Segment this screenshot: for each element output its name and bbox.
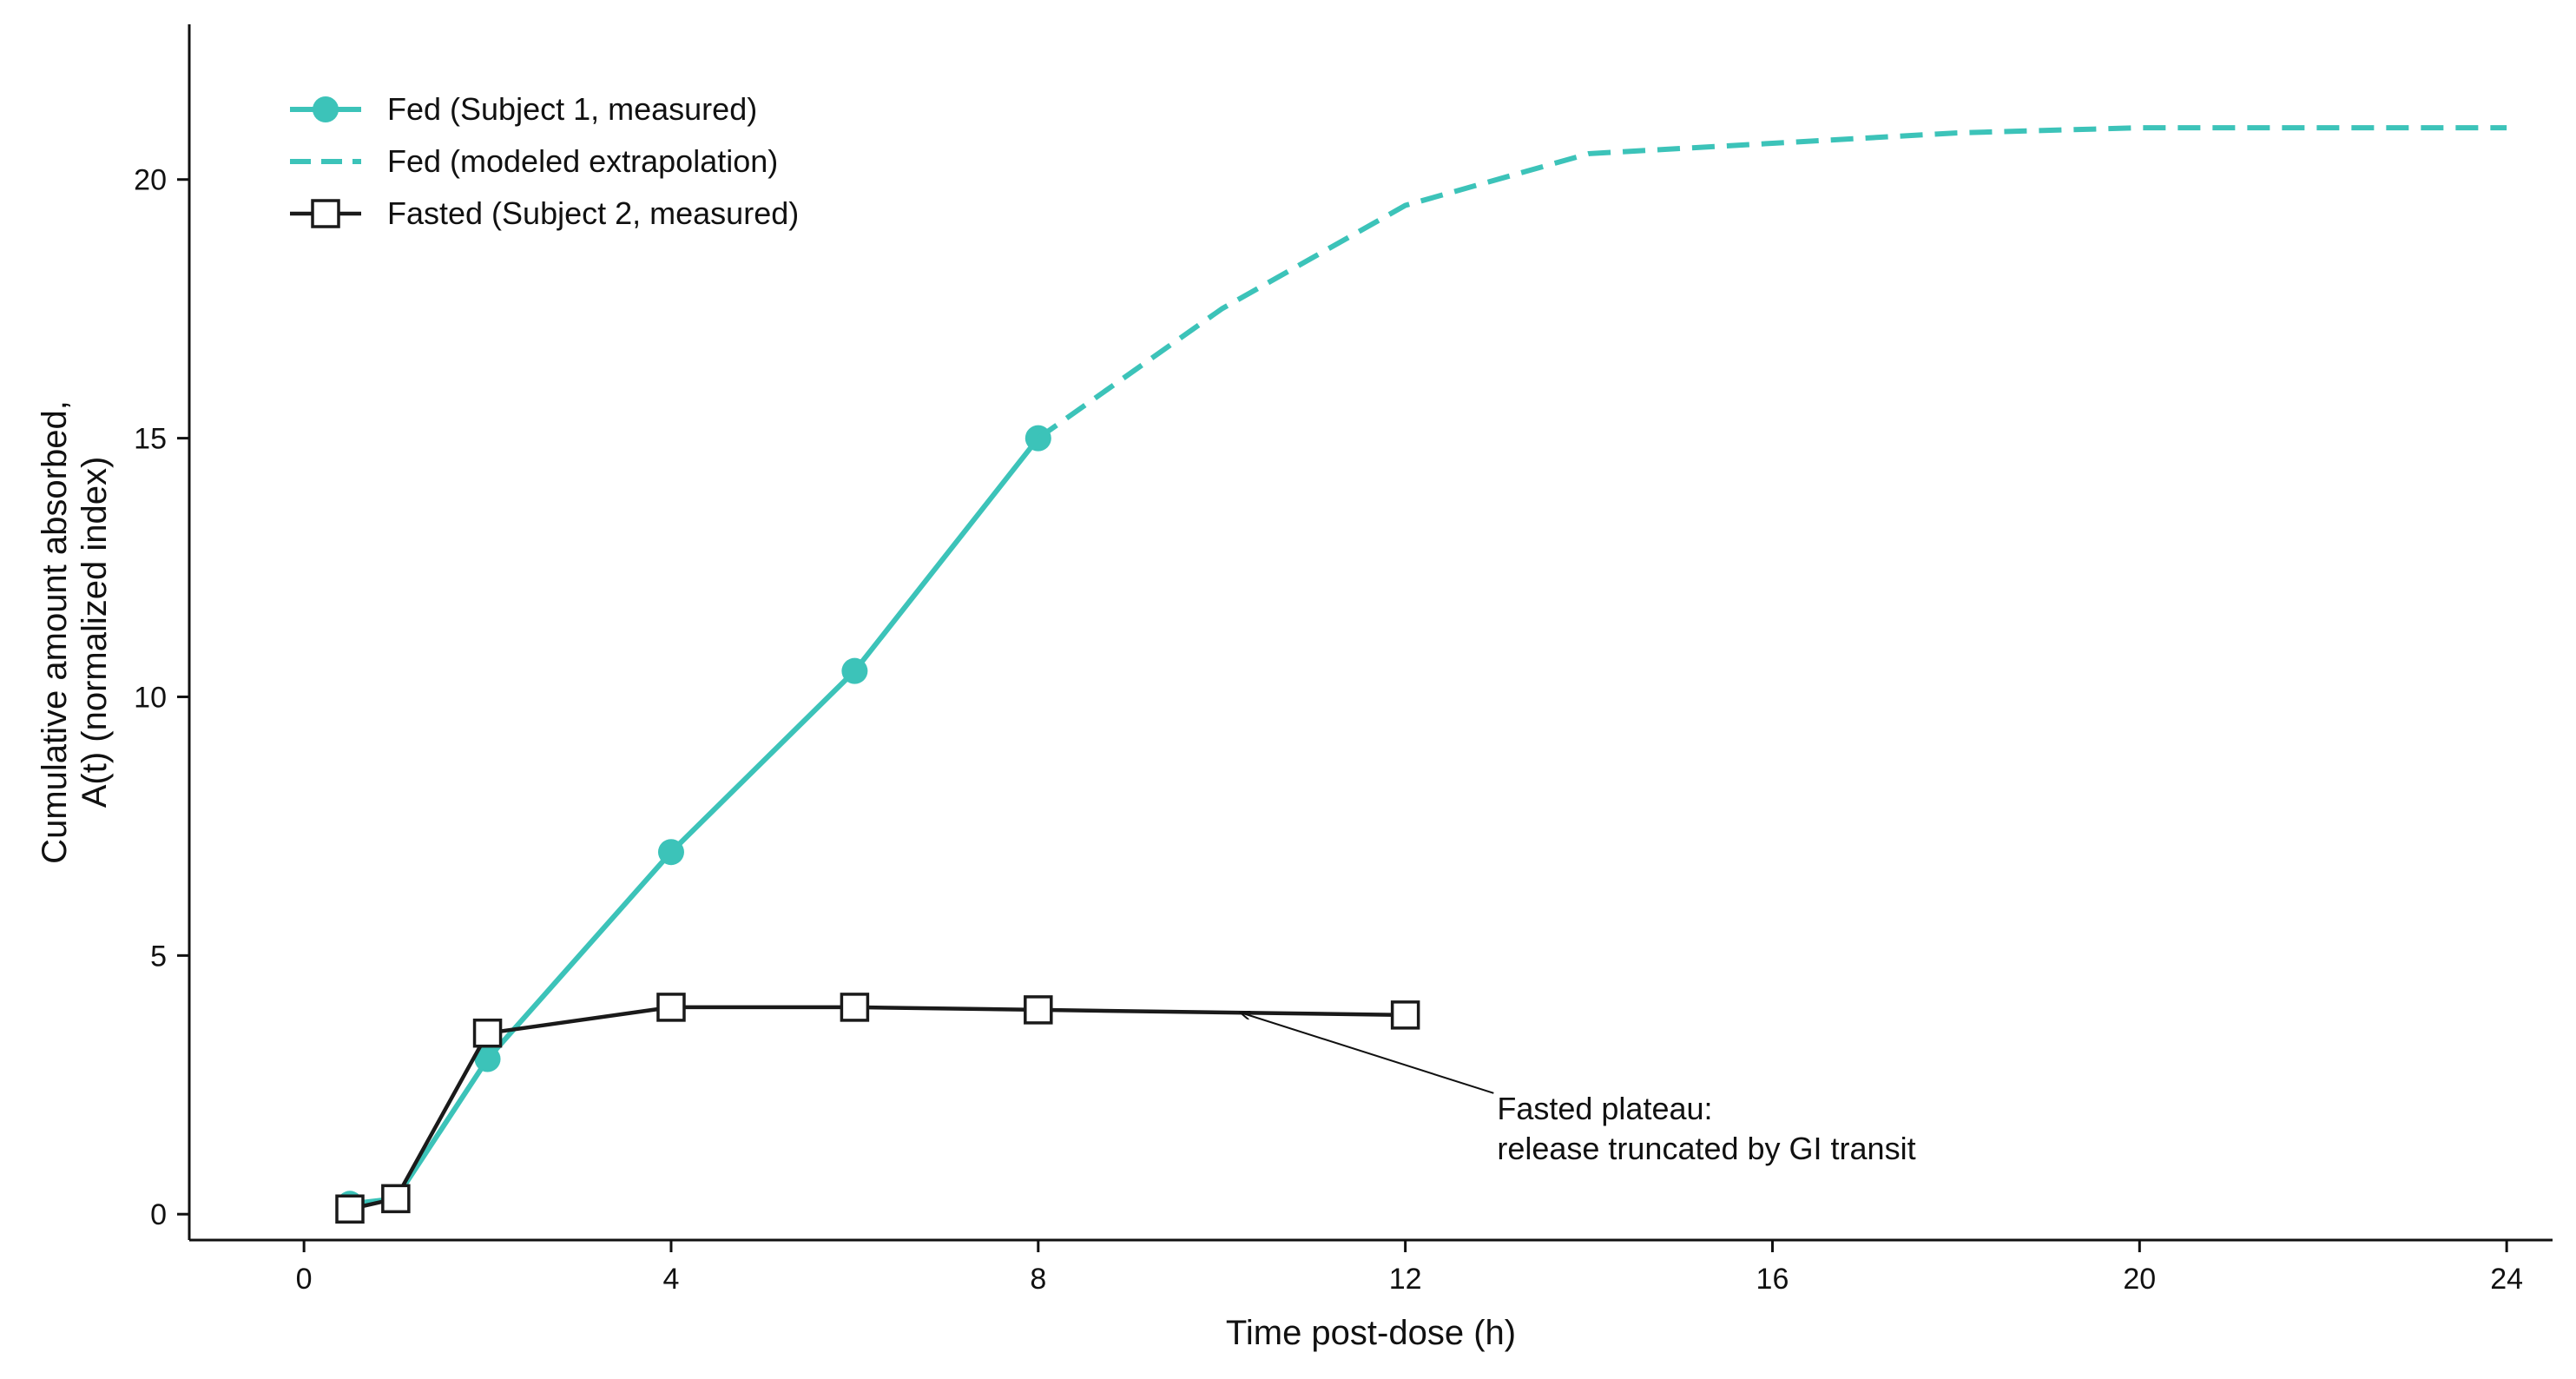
series-fasted_measured — [335, 993, 1420, 1224]
x-tick-label: 24 — [2490, 1263, 2523, 1296]
x-tick-label: 20 — [2123, 1263, 2156, 1296]
y-axis-label-line: A(t) (normalized index) — [76, 457, 114, 808]
y-tick-label: 10 — [134, 681, 167, 714]
annotation-arrow — [1240, 1013, 1494, 1094]
y-ticks: 0 5 10 15 20 — [134, 164, 189, 1231]
annotations: Fasted plateau: release truncated by GI t… — [1240, 1013, 1916, 1166]
legend-item-fed_measured: Fed (Subject 1, measured) — [290, 91, 757, 127]
legend: Fed (Subject 1, measured) Fed (modeled ex… — [290, 91, 799, 231]
legend-item-fed_modeled: Fed (modeled extrapolation) — [290, 143, 778, 179]
legend-item-fasted_measured: Fasted (Subject 2, measured) — [290, 195, 799, 231]
legend-marker — [313, 96, 339, 122]
annotation-text: release truncated by GI transit — [1497, 1131, 1915, 1166]
annotation-text: Fasted plateau: — [1497, 1091, 1712, 1126]
y-tick-label: 5 — [150, 940, 167, 973]
y-axis-label-line: Cumulative amount absorbed, — [36, 400, 74, 864]
series-fed_modeled — [1037, 125, 2507, 441]
legend-label: Fasted (Subject 2, measured) — [387, 195, 799, 231]
data-point — [657, 839, 684, 866]
legend-label: Fed (Subject 1, measured) — [387, 91, 757, 127]
x-tick-label: 16 — [1756, 1263, 1789, 1296]
data-point — [472, 1018, 503, 1048]
x-tick-label: 0 — [296, 1263, 313, 1296]
annotation: Fasted plateau: release truncated by GI t… — [1240, 1013, 1916, 1166]
data-point — [656, 993, 686, 1022]
y-tick-label: 0 — [150, 1198, 167, 1231]
data-point — [841, 657, 868, 684]
data-point — [381, 1184, 411, 1214]
legend-marker — [311, 199, 340, 228]
plot-area — [335, 125, 2507, 1224]
y-axis-label: Cumulative amount absorbed,A(t) (normali… — [36, 400, 114, 864]
data-point — [840, 993, 870, 1022]
data-point — [1390, 1000, 1420, 1030]
y-tick-label: 20 — [134, 164, 167, 197]
data-point — [1024, 995, 1053, 1025]
legend-label: Fed (modeled extrapolation) — [387, 143, 778, 179]
y-tick-label: 15 — [134, 423, 167, 456]
x-axis-label: Time post-dose (h) — [1226, 1314, 1516, 1352]
data-point — [335, 1194, 365, 1224]
x-tick-label: 4 — [663, 1263, 680, 1296]
data-point — [474, 1046, 501, 1072]
x-tick-label: 8 — [1030, 1263, 1046, 1296]
series-line-fed_measured — [349, 436, 1041, 1207]
series-line-fed_modeled — [1037, 125, 2507, 441]
x-ticks: 0 4 8 12 16 20 24 — [296, 1240, 2523, 1296]
series-fed_measured — [336, 425, 1051, 1217]
x-tick-label: 12 — [1389, 1263, 1422, 1296]
